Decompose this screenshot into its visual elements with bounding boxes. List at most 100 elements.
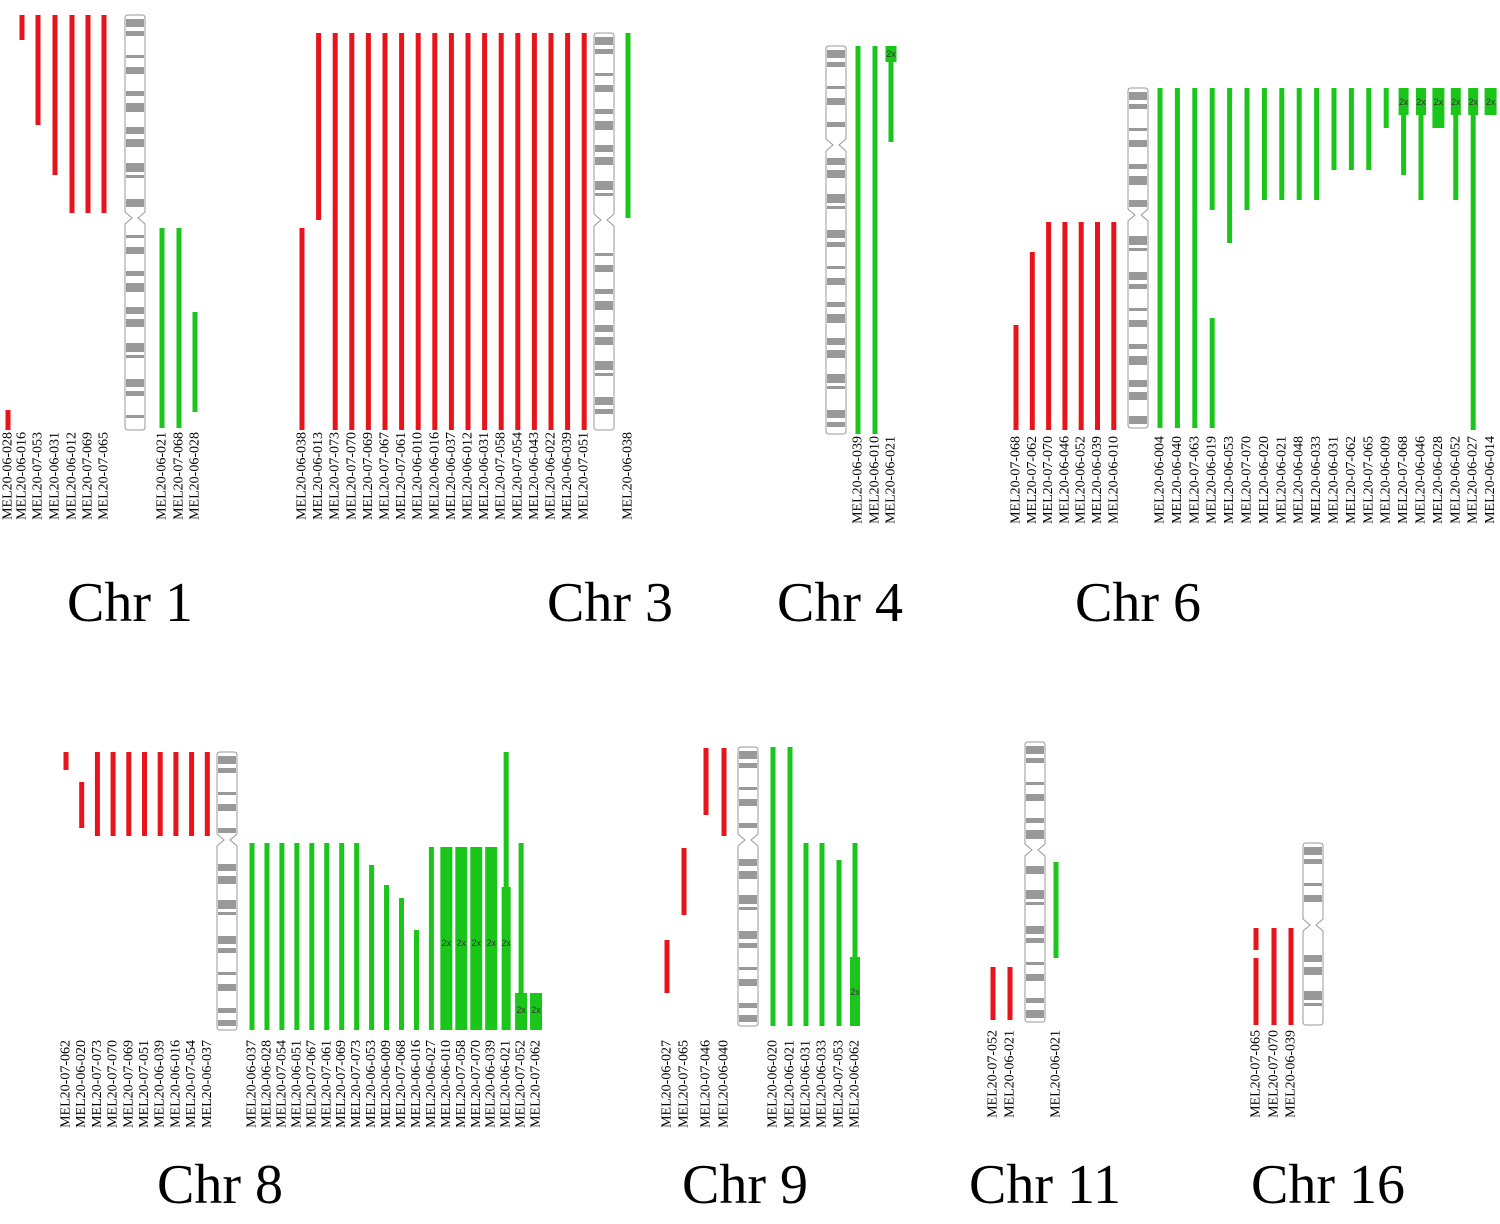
sample-label: MEL20-07-068 bbox=[172, 432, 187, 520]
loss-bar bbox=[465, 33, 471, 430]
sample-label: MEL20-07-052 bbox=[514, 1040, 529, 1128]
copy-label: 2x bbox=[1434, 97, 1444, 107]
gain-bar bbox=[384, 885, 390, 1030]
gain-bar bbox=[1416, 88, 1426, 115]
sample-label: MEL20-07-058 bbox=[494, 432, 509, 520]
ideogram-band bbox=[827, 410, 845, 418]
sample-label: MEL20-07-051 bbox=[577, 432, 592, 520]
ideogram-band bbox=[126, 139, 144, 147]
ideogram-band bbox=[1129, 164, 1147, 169]
sample-label: MEL20-06-012 bbox=[461, 432, 476, 520]
ideogram-band bbox=[126, 307, 144, 314]
sample-label: MEL20-07-062 bbox=[1344, 436, 1359, 524]
gain-bar bbox=[1418, 88, 1424, 200]
ideogram-band bbox=[1129, 356, 1147, 365]
gain-bar bbox=[428, 847, 434, 1030]
copy-label: 2x bbox=[531, 1005, 541, 1015]
sample-label: MEL20-06-031 bbox=[799, 1040, 814, 1128]
ideogram-band bbox=[827, 266, 845, 269]
ideogram-band bbox=[1129, 284, 1147, 289]
sample-label: MEL20-06-046 bbox=[1414, 436, 1429, 524]
ideogram-band bbox=[1129, 380, 1147, 387]
ideogram-band bbox=[1304, 847, 1322, 855]
ideogram-band bbox=[1129, 308, 1147, 311]
sample-label: MEL20-06-010 bbox=[411, 432, 426, 520]
sample-label: MEL20-06-039 bbox=[153, 1040, 168, 1128]
ideogram-band bbox=[827, 62, 845, 67]
sample-label: MEL20-06-043 bbox=[527, 432, 542, 520]
ideogram-band bbox=[1129, 392, 1147, 400]
sample-label: MEL20-06-016 bbox=[409, 1040, 424, 1128]
ideogram-band bbox=[126, 103, 144, 112]
sample-label: MEL20-06-048 bbox=[1292, 436, 1307, 524]
loss-bar bbox=[382, 33, 388, 430]
ideogram-band bbox=[1129, 236, 1147, 245]
ideogram bbox=[825, 45, 847, 435]
gain-bar bbox=[501, 887, 511, 1030]
ideogram-band bbox=[595, 337, 613, 345]
gain-bar bbox=[1398, 88, 1409, 115]
sample-label: MEL20-07-073 bbox=[90, 1040, 105, 1128]
ideogram-band bbox=[1129, 272, 1147, 280]
loss-bar bbox=[316, 33, 322, 220]
ideogram-band bbox=[595, 397, 613, 405]
ideogram-band bbox=[1026, 818, 1044, 823]
ideogram-band bbox=[827, 338, 845, 345]
sample-label: MEL20-06-013 bbox=[311, 432, 326, 520]
ideogram-band bbox=[1026, 830, 1044, 839]
gain-bar bbox=[309, 843, 315, 1030]
gain-bar bbox=[515, 993, 528, 1030]
loss-bar bbox=[332, 33, 338, 430]
loss-bar bbox=[1029, 252, 1035, 430]
ideogram-band bbox=[739, 859, 757, 866]
ideogram-band bbox=[595, 73, 613, 76]
ideogram-band bbox=[1026, 1010, 1044, 1018]
ideogram-band bbox=[126, 199, 144, 207]
loss-bar bbox=[126, 752, 132, 836]
sample-label: MEL20-07-070 bbox=[1267, 1030, 1282, 1118]
ideogram-band bbox=[595, 301, 613, 310]
sample-label: MEL20-07-054 bbox=[184, 1040, 199, 1128]
ideogram-band bbox=[827, 230, 845, 238]
ideogram-band bbox=[126, 175, 144, 178]
ideogram-band bbox=[126, 67, 144, 74]
ideogram-band bbox=[126, 415, 144, 418]
gain-bar bbox=[1296, 88, 1302, 200]
gain-bar bbox=[1261, 88, 1267, 200]
sample-label: MEL20-06-028 bbox=[188, 432, 203, 520]
sample-label: MEL20-06-016 bbox=[168, 1040, 183, 1128]
sample-label: MEL20-06-021 bbox=[499, 1040, 514, 1128]
ideogram bbox=[124, 14, 146, 431]
loss-bar bbox=[482, 33, 488, 430]
gain-bar bbox=[324, 843, 330, 1030]
gain-bar bbox=[1484, 88, 1497, 115]
loss-bar bbox=[79, 782, 85, 828]
sample-label: MEL20-06-021 bbox=[1049, 1030, 1064, 1118]
gain-bar bbox=[354, 843, 360, 1030]
sample-label: MEL20-06-040 bbox=[1170, 436, 1185, 524]
gain-bar bbox=[819, 843, 825, 1026]
gain-bar bbox=[1366, 88, 1372, 170]
copy-label: 2x bbox=[850, 987, 860, 997]
loss-bar bbox=[548, 33, 554, 430]
ideogram-band bbox=[827, 278, 845, 285]
ideogram-band bbox=[1026, 974, 1044, 981]
sample-label: MEL20-07-061 bbox=[319, 1040, 334, 1128]
panel-title: Chr 1 bbox=[67, 572, 193, 634]
sample-label: MEL20-06-037 bbox=[444, 432, 459, 520]
ideogram-band bbox=[595, 145, 613, 152]
loss-bar bbox=[703, 748, 709, 815]
gain-bar bbox=[1279, 88, 1285, 200]
ideogram-band bbox=[739, 1015, 757, 1022]
sample-label: MEL20-06-053 bbox=[364, 1040, 379, 1128]
sample-label: MEL20-06-004 bbox=[1153, 436, 1168, 524]
ideogram-band bbox=[1026, 866, 1044, 874]
ideogram-band bbox=[218, 864, 236, 871]
sample-label: MEL20-06-038 bbox=[621, 432, 636, 520]
gain-bar bbox=[852, 843, 858, 1026]
ideogram-band bbox=[126, 271, 144, 276]
copy-label: 2x bbox=[1451, 97, 1461, 107]
ideogram-band bbox=[595, 37, 613, 45]
sample-label: MEL20-07-070 bbox=[106, 1040, 121, 1128]
ideogram-band bbox=[1129, 416, 1147, 424]
